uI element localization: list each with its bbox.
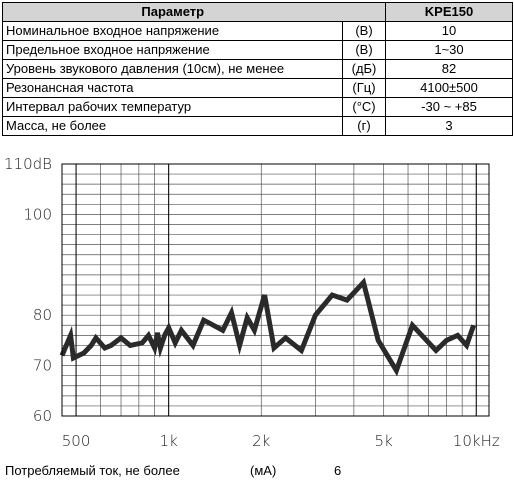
table-row: Номинальное входное напряжение (В) 10	[2, 21, 513, 41]
table-row: Масса, не более (г) 3	[2, 116, 513, 136]
row-name: Интервал рабочих температур	[2, 97, 343, 117]
row-unit: (В)	[342, 40, 386, 60]
x-tick-label: 10kHz	[453, 432, 500, 450]
chart-series	[59, 277, 476, 377]
row-value: 10	[385, 21, 513, 41]
header-model: KPE150	[385, 2, 513, 22]
x-tick-label: 500	[62, 432, 91, 450]
table-row: Уровень звукового давления (10см), не ме…	[2, 59, 513, 79]
chart-grid	[62, 163, 490, 417]
row-name: Масса, не более	[2, 116, 343, 136]
table-header-row: Параметр KPE150	[2, 2, 513, 22]
row-unit: (°C)	[342, 97, 386, 117]
row-value: 3	[385, 116, 513, 136]
row-unit: (г)	[342, 116, 386, 136]
footer-label: Потребляемый ток, не более	[5, 463, 180, 478]
y-tick-label: 110dB	[4, 155, 52, 173]
table-row: Предельное входное напряжение (В) 1~30	[2, 40, 513, 60]
row-value: 1~30	[385, 40, 513, 60]
frequency-response-chart: 110dB 100 80 70 60 500 1k 2k 5k 10kHz	[4, 155, 500, 450]
row-value: 82	[385, 59, 513, 79]
response-curve	[59, 277, 476, 377]
row-unit: (В)	[342, 21, 386, 41]
footer-value: 6	[334, 463, 342, 478]
row-unit: (дБ)	[342, 59, 386, 79]
header-parameter: Параметр	[2, 2, 343, 22]
x-tick-label: 1k	[160, 432, 179, 450]
row-value: 4100±500	[385, 78, 513, 98]
plot-frame	[61, 163, 490, 417]
x-tick-label: 2k	[252, 432, 271, 450]
row-name: Номинальное входное напряжение	[2, 21, 343, 41]
row-unit: (Гц)	[342, 78, 386, 98]
y-tick-label: 100	[23, 205, 52, 223]
header-unit	[342, 2, 386, 22]
y-tick-label: 80	[33, 306, 52, 324]
row-name: Уровень звукового давления (10см), не ме…	[2, 59, 343, 79]
y-tick-label: 70	[33, 357, 52, 375]
row-name: Предельное входное напряжение	[2, 40, 343, 60]
chart-tick-labels: 110dB 100 80 70 60 500 1k 2k 5k 10kHz	[4, 155, 500, 450]
table-row: Резонансная частота (Гц) 4100±500	[2, 78, 513, 98]
row-value: -30 ~ +85	[385, 97, 513, 117]
row-name: Резонансная частота	[2, 78, 343, 98]
table-row: Интервал рабочих температур (°C) -30 ~ +…	[2, 97, 513, 117]
y-tick-label: 60	[33, 407, 52, 425]
x-tick-label: 5k	[375, 432, 394, 450]
footer-unit: (мА)	[250, 463, 277, 478]
spec-table: Параметр KPE150 Номинальное входное напр…	[2, 2, 513, 136]
